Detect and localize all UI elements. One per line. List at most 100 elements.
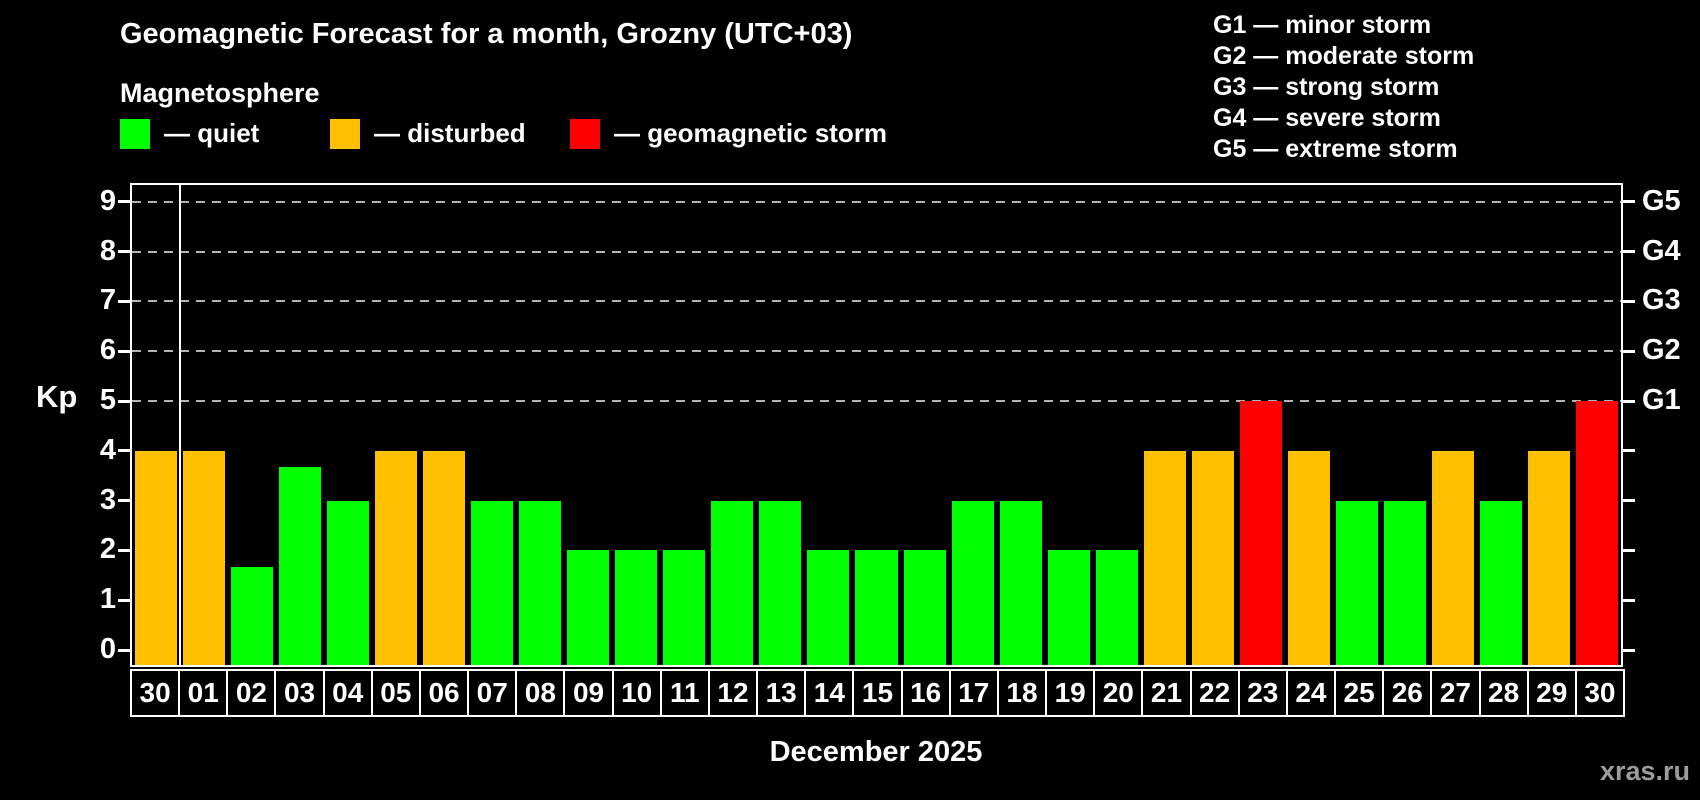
bar-day-17 xyxy=(951,500,994,665)
plot-frame xyxy=(130,183,1623,667)
day-label-03: 03 xyxy=(274,669,325,717)
bar-day-26 xyxy=(1383,500,1426,665)
y-axis-label-2: 2 xyxy=(99,533,116,566)
day-label-05: 05 xyxy=(370,669,421,717)
bar-day-12 xyxy=(711,500,754,665)
day-label-23: 23 xyxy=(1237,669,1288,717)
bar-day-09 xyxy=(567,550,610,665)
bar-day-30 xyxy=(1575,401,1618,665)
day-label-17: 17 xyxy=(948,669,999,717)
day-label-14: 14 xyxy=(804,669,855,717)
y-axis-tick-left-2 xyxy=(118,548,130,552)
bar-day-24 xyxy=(1287,450,1330,665)
y-axis-tick-left-1 xyxy=(118,598,130,602)
day-label-19: 19 xyxy=(1045,669,1096,717)
day-label-08: 08 xyxy=(515,669,566,717)
storm-color-swatch xyxy=(570,118,600,149)
day-label-04: 04 xyxy=(322,669,373,717)
y-axis-label-3: 3 xyxy=(99,483,116,516)
y-axis-tick-right-7 xyxy=(1623,299,1635,303)
legend-item-quiet: — quiet xyxy=(120,118,259,149)
g-scale-line-g5: G5 — extreme storm xyxy=(1213,135,1458,163)
bar-day-25 xyxy=(1335,500,1378,665)
watermark: xras.ru xyxy=(1599,756,1690,786)
day-label-02: 02 xyxy=(226,669,277,717)
day-label-30: 30 xyxy=(1574,669,1625,717)
legend-item-storm: — geomagnetic storm xyxy=(570,118,887,149)
bar-day-07 xyxy=(471,500,514,665)
day-label-10: 10 xyxy=(611,669,662,717)
bar-day-16 xyxy=(903,550,946,665)
right-axis-label-g3: G3 xyxy=(1642,284,1681,317)
day-label-13: 13 xyxy=(756,669,807,717)
bar-day-22 xyxy=(1191,450,1234,665)
y-axis-tick-right-6 xyxy=(1623,349,1635,353)
g-scale-line-g2: G2 — moderate storm xyxy=(1213,42,1475,70)
y-axis-tick-right-2 xyxy=(1623,548,1635,552)
y-axis-label-1: 1 xyxy=(99,583,116,616)
day-label-09: 09 xyxy=(563,669,614,717)
bar-day-06 xyxy=(423,450,466,665)
y-axis-tick-left-5 xyxy=(118,399,130,403)
day-label-06: 06 xyxy=(418,669,470,717)
right-axis-label-g1: G1 xyxy=(1642,384,1681,416)
day-label-21: 21 xyxy=(1141,669,1192,717)
g-scale-legend: G1 — minor storm G2 — moderate storm G3 — … xyxy=(1213,10,1474,165)
day-label-20: 20 xyxy=(1093,669,1144,717)
bar-day-27 xyxy=(1431,450,1474,665)
disturbed-color-swatch xyxy=(330,118,360,149)
bar-day-28 xyxy=(1479,500,1522,665)
y-axis-label-6: 6 xyxy=(99,334,116,367)
g-scale-line-g3: G3 — strong storm xyxy=(1213,73,1440,101)
day-label-26: 26 xyxy=(1382,669,1433,717)
y-axis-tick-right-4 xyxy=(1623,449,1635,453)
day-label-15: 15 xyxy=(852,669,903,717)
y-axis-label-5: 5 xyxy=(99,384,116,416)
bar-day-13 xyxy=(759,500,802,665)
y-axis-tick-right-3 xyxy=(1623,499,1635,503)
right-axis-label-g5: G5 xyxy=(1642,184,1681,217)
bar-day-02 xyxy=(231,566,274,665)
y-axis-tick-left-8 xyxy=(118,250,130,254)
legend-label-storm: — geomagnetic storm xyxy=(614,118,888,148)
chart-subtitle: Magnetosphere xyxy=(120,78,320,108)
day-label-22: 22 xyxy=(1189,669,1240,717)
bar-day-19 xyxy=(1047,550,1090,665)
x-axis-title: December 2025 xyxy=(769,736,983,768)
y-axis-tick-right-5 xyxy=(1623,399,1635,403)
y-axis-tick-right-8 xyxy=(1623,250,1635,254)
legend-label-disturbed: — disturbed xyxy=(374,118,526,148)
y-axis-tick-left-4 xyxy=(118,449,130,453)
day-label-07: 07 xyxy=(467,669,518,717)
legend-item-disturbed: — disturbed xyxy=(330,118,526,149)
gridline-kp8 xyxy=(132,250,1621,253)
bar-day-20 xyxy=(1095,550,1138,665)
right-axis-label-g2: G2 xyxy=(1642,334,1681,367)
y-axis-tick-right-1 xyxy=(1623,598,1635,602)
day-label-01: 01 xyxy=(178,669,229,717)
y-axis-tick-left-0 xyxy=(118,648,130,652)
y-axis-label-8: 8 xyxy=(99,234,116,267)
bar-day-08 xyxy=(519,500,562,665)
chart-title: Geomagnetic Forecast for a month, Grozny… xyxy=(120,18,853,50)
gridline-kp6 xyxy=(132,350,1621,353)
bar-day-11 xyxy=(663,550,706,665)
y-axis-tick-right-9 xyxy=(1623,200,1635,204)
y-axis-tick-left-6 xyxy=(118,349,130,353)
day-label-29: 29 xyxy=(1526,669,1577,717)
day-label-18: 18 xyxy=(996,669,1048,717)
bar-day-15 xyxy=(855,550,898,665)
y-axis-label-0: 0 xyxy=(99,633,116,665)
y-axis-title: Kp xyxy=(36,379,78,414)
quiet-color-swatch xyxy=(120,118,150,149)
day-label-25: 25 xyxy=(1334,669,1385,717)
bar-day-23 xyxy=(1239,401,1282,665)
g-scale-line-g4: G4 — severe storm xyxy=(1213,104,1441,132)
y-axis-label-9: 9 xyxy=(99,184,116,217)
day-label-16: 16 xyxy=(900,669,951,717)
day-label-28: 28 xyxy=(1478,669,1529,717)
bar-day-29 xyxy=(1527,450,1570,665)
y-axis-tick-right-0 xyxy=(1623,648,1635,652)
day-label-30-prev: 30 xyxy=(130,669,181,717)
